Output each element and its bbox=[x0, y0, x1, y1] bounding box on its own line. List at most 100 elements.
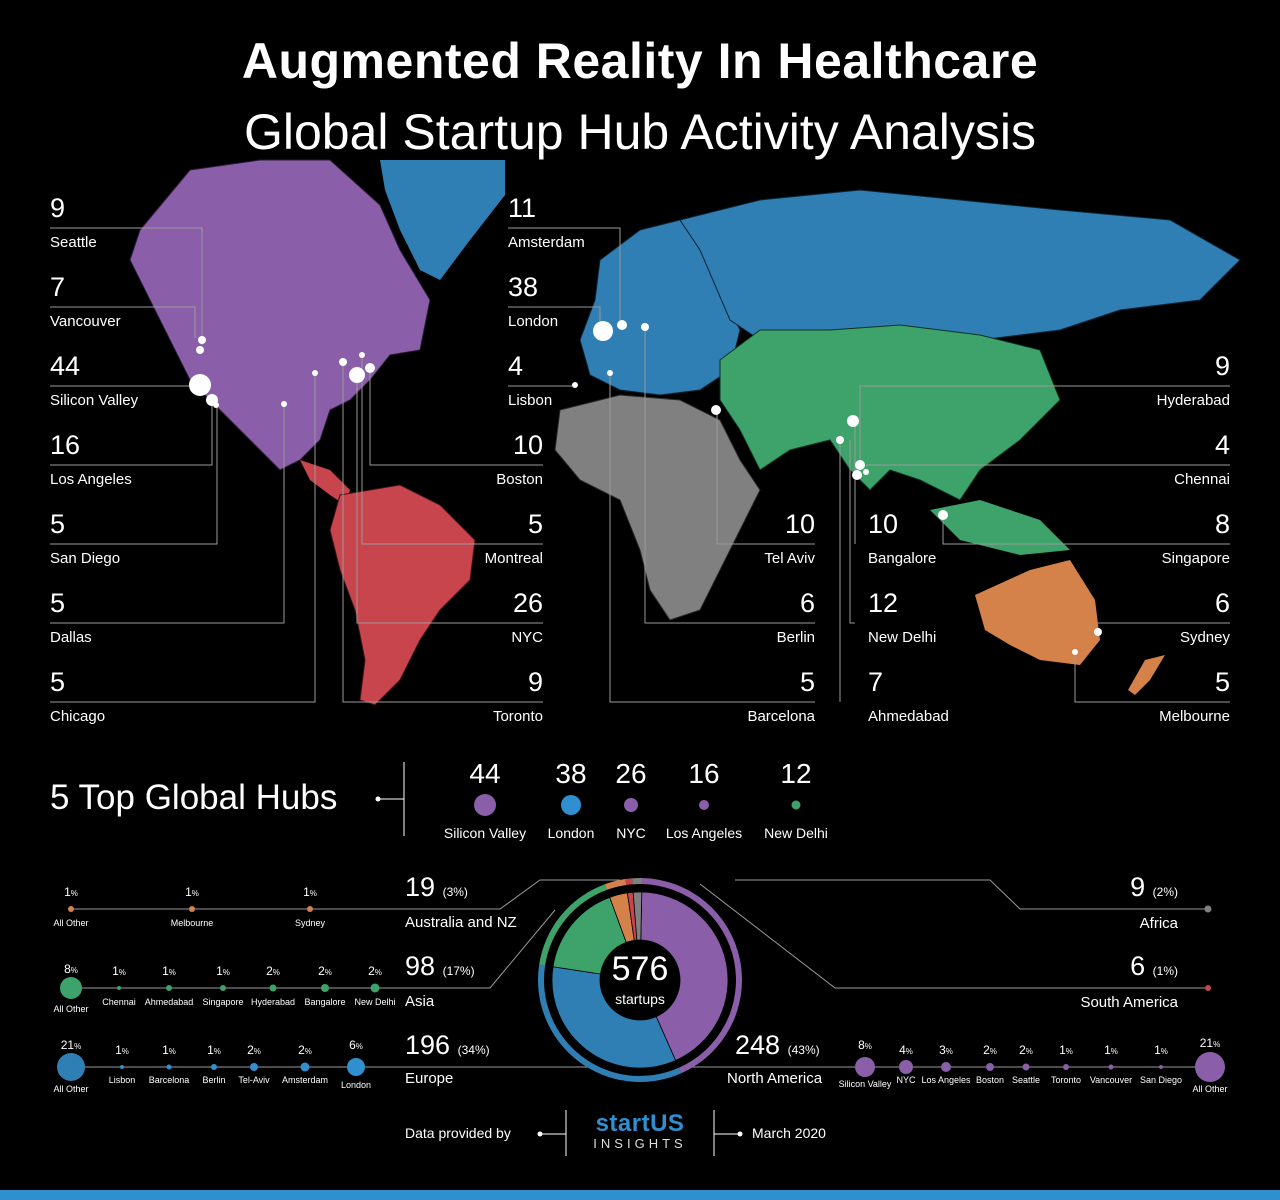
dot-seattle bbox=[198, 336, 206, 344]
row-name: Melbourne bbox=[170, 918, 214, 928]
row-dot bbox=[117, 986, 121, 990]
hub-name: Barcelona bbox=[747, 708, 815, 725]
row-dot bbox=[220, 985, 226, 991]
hub-value: 5 bbox=[1214, 667, 1230, 697]
row-name: Lisbon bbox=[108, 1075, 136, 1085]
row-name: Sydney bbox=[294, 918, 326, 928]
hub-value: 44 bbox=[50, 351, 81, 381]
top-hub-value: 44 bbox=[469, 758, 501, 789]
top5-bracket bbox=[375, 762, 405, 836]
row-name: Vancouver bbox=[1089, 1075, 1133, 1085]
dot-dallas bbox=[281, 401, 287, 407]
hub-value: 7 bbox=[50, 272, 66, 302]
top-hub-value: 12 bbox=[780, 758, 812, 789]
hub-value: 10 bbox=[868, 509, 899, 539]
hub-value: 5 bbox=[50, 667, 66, 697]
hub-name: Chicago bbox=[50, 708, 106, 725]
dot-silicon-valley bbox=[189, 374, 211, 396]
row-dot bbox=[1063, 1064, 1069, 1070]
logo-top: startUS bbox=[595, 1110, 685, 1137]
top-hub-dot bbox=[699, 800, 709, 810]
row-pct: 6% bbox=[349, 1038, 363, 1052]
row-name: San Diego bbox=[1139, 1075, 1183, 1085]
row-dot bbox=[855, 1057, 875, 1077]
row-name: Silicon Valley bbox=[838, 1079, 892, 1089]
south-america-dot bbox=[1205, 985, 1211, 991]
row-name: Tel-Aviv bbox=[238, 1075, 270, 1085]
hub-value: 6 bbox=[799, 588, 815, 618]
row-pct: 8% bbox=[858, 1038, 872, 1052]
dot-nyc bbox=[349, 367, 365, 383]
hub-name: Berlin bbox=[776, 629, 815, 646]
top-hub-name: London bbox=[547, 825, 595, 841]
dot-vancouver bbox=[196, 346, 204, 354]
row-name: Toronto bbox=[1050, 1075, 1082, 1085]
row-name: New Delhi bbox=[354, 997, 396, 1007]
row-pct: 1% bbox=[112, 964, 126, 978]
row-dot bbox=[986, 1063, 994, 1071]
hub-value: 16 bbox=[50, 430, 81, 460]
row-dot bbox=[68, 906, 74, 912]
row-europe-dots bbox=[57, 1053, 365, 1081]
hub-name: Bangalore bbox=[868, 550, 937, 567]
row-pct: 1% bbox=[303, 885, 317, 899]
hub-name: Boston bbox=[496, 471, 543, 488]
dot-bangalore bbox=[852, 470, 862, 480]
region-name-asia: Asia bbox=[405, 993, 435, 1010]
row-name: Ahmedabad bbox=[144, 997, 194, 1007]
row-pct: 2% bbox=[1019, 1043, 1033, 1057]
row-pct: 1% bbox=[207, 1043, 221, 1057]
row-dot bbox=[211, 1064, 217, 1070]
top-hub-dot bbox=[624, 798, 638, 812]
row-name: All Other bbox=[1192, 1084, 1228, 1094]
region-value-europe: 196 (34%) bbox=[405, 1030, 490, 1060]
hub-name: NYC bbox=[511, 629, 543, 646]
row-name: All Other bbox=[53, 918, 89, 928]
region-value-south-america: 6 (1%) bbox=[1130, 951, 1178, 981]
hub-name: Ahmedabad bbox=[868, 708, 949, 725]
hub-value: 26 bbox=[512, 588, 543, 618]
dot-melbourne bbox=[1072, 649, 1078, 655]
row-dot bbox=[166, 1064, 172, 1070]
dot-sydney bbox=[1094, 628, 1102, 636]
row-pct: 1% bbox=[162, 1043, 176, 1057]
row-pct: 4% bbox=[899, 1043, 913, 1057]
hub-value: 38 bbox=[508, 272, 539, 302]
row-pct: 2% bbox=[298, 1043, 312, 1057]
bottom-bar bbox=[0, 1190, 1280, 1200]
hub-name: Hyderabad bbox=[1156, 392, 1230, 409]
row-name: Amsterdam bbox=[281, 1075, 328, 1085]
hub-value: 10 bbox=[784, 509, 815, 539]
row-name: Seattle bbox=[1011, 1075, 1041, 1085]
dot-boston bbox=[365, 363, 375, 373]
region-name-australia: Australia and NZ bbox=[405, 914, 517, 931]
hub-name: Montreal bbox=[484, 550, 543, 567]
top-hub-name: Silicon Valley bbox=[443, 825, 527, 841]
hub-value: 9 bbox=[1214, 351, 1230, 381]
dot-lisbon bbox=[572, 382, 578, 388]
asia-shape bbox=[719, 324, 1061, 501]
top5-title: 5 Top Global Hubs bbox=[50, 778, 338, 817]
region-name-south-america: South America bbox=[1080, 994, 1178, 1011]
hub-value: 9 bbox=[50, 193, 66, 223]
top-hub-name: NYC bbox=[616, 825, 646, 841]
dot-tel-aviv bbox=[711, 405, 721, 415]
africa-shape bbox=[554, 394, 761, 621]
row-pct: 2% bbox=[983, 1043, 997, 1057]
top-hub-dot bbox=[561, 795, 581, 815]
row-dot bbox=[1159, 1065, 1163, 1069]
hub-name: Singapore bbox=[1161, 550, 1230, 567]
row-name: London bbox=[340, 1080, 372, 1090]
row-pct: 21% bbox=[60, 1038, 82, 1052]
hub-name: Vancouver bbox=[50, 313, 121, 330]
row-pct: 2% bbox=[318, 964, 332, 978]
row-pct: 3% bbox=[939, 1043, 953, 1057]
top-hub-name: Los Angeles bbox=[665, 825, 743, 841]
row-pct: 1% bbox=[162, 964, 176, 978]
region-name-africa: Africa bbox=[1139, 915, 1178, 932]
dot-berlin bbox=[641, 323, 649, 331]
world-map bbox=[50, 159, 1241, 706]
donut-hole bbox=[600, 940, 680, 1020]
hub-value: 12 bbox=[868, 588, 899, 618]
hub-name: New Delhi bbox=[868, 629, 937, 646]
